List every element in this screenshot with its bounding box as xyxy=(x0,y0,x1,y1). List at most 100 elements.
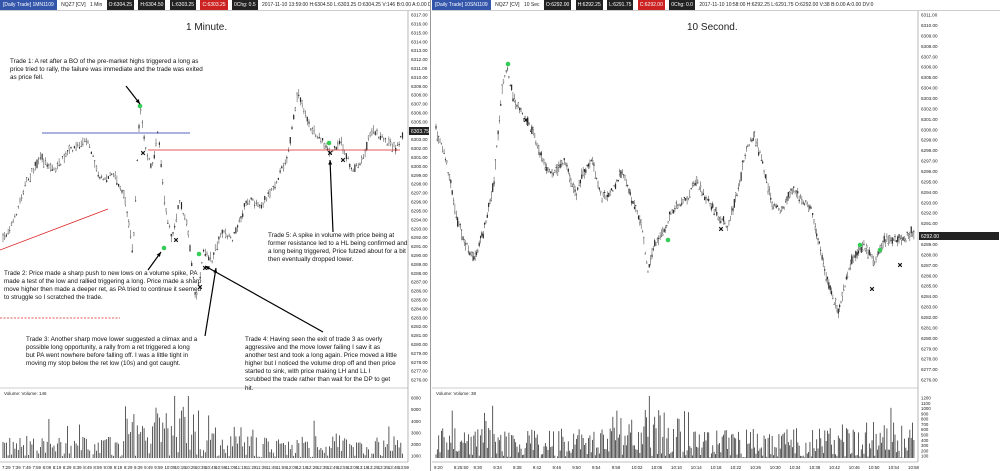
price-candle xyxy=(95,165,98,172)
volume-bar xyxy=(289,449,291,458)
volume-bar xyxy=(170,426,172,458)
volume-bar xyxy=(523,454,525,458)
volume-bar xyxy=(576,438,577,458)
price-candle xyxy=(821,252,823,261)
price-candle xyxy=(602,191,604,198)
volume-bar xyxy=(196,454,198,458)
price-tick-label: 6283.00 xyxy=(411,315,428,320)
time-tick-label: 9:46 xyxy=(553,465,562,470)
price-candle xyxy=(670,210,672,215)
price-candle xyxy=(708,195,710,203)
price-candle xyxy=(768,185,771,196)
volume-bar xyxy=(879,432,881,458)
last-price-tag xyxy=(919,232,999,240)
price-candle xyxy=(702,188,704,196)
price-candle xyxy=(641,229,644,233)
time-tick-label: 11:09 xyxy=(225,465,236,470)
price-chart-1min[interactable]: 6317.00 6316.00 6315.00 6314.00 6313.00 6312.… xyxy=(0,0,430,471)
price-candle xyxy=(678,203,680,206)
price-candle xyxy=(145,147,147,151)
volume-bar xyxy=(472,454,473,458)
price-candle xyxy=(172,231,174,237)
price-candle xyxy=(55,167,57,173)
price-candle xyxy=(709,202,711,207)
price-tick-label: 6301.00 xyxy=(411,155,428,160)
volume-bar xyxy=(48,418,50,458)
price-tick-label: 6311.00 xyxy=(411,66,428,71)
price-candle xyxy=(744,153,746,160)
price-candle xyxy=(884,238,887,247)
volume-bar xyxy=(505,436,507,458)
price-candle xyxy=(839,303,841,312)
price-candle xyxy=(443,148,445,155)
instrument-tag[interactable]: [Daily Trade] 10SN1109 xyxy=(432,0,491,10)
volume-bar xyxy=(638,432,639,458)
time-tick-label: 10:42 xyxy=(829,465,841,470)
price-candle xyxy=(775,203,777,209)
volume-bar xyxy=(470,436,472,458)
volume-bar xyxy=(697,447,699,458)
volume-bar xyxy=(598,453,600,458)
volume-bar xyxy=(580,449,581,458)
volume-bar xyxy=(261,457,262,458)
price-candle xyxy=(782,205,784,210)
price-candle xyxy=(579,179,582,188)
volume-bar xyxy=(281,443,283,458)
price-candle xyxy=(344,149,346,155)
price-candle xyxy=(903,236,906,242)
volume-bar xyxy=(732,433,734,458)
price-candle xyxy=(752,131,754,141)
open-value: O:6292.00 xyxy=(543,0,572,10)
price-candle xyxy=(606,191,609,202)
price-candle xyxy=(350,166,353,172)
price-candle xyxy=(517,102,519,109)
volume-bar xyxy=(113,455,114,458)
time-tick-label: 9:38 xyxy=(513,465,522,470)
price-candle xyxy=(759,150,761,153)
volume-bar xyxy=(482,442,484,458)
price-candle xyxy=(760,154,762,162)
price-candle xyxy=(637,215,640,221)
price-candle xyxy=(9,225,11,234)
volume-bar xyxy=(571,449,573,458)
volume-bar xyxy=(559,450,561,458)
volume-bar xyxy=(504,431,506,458)
price-tick-label: 6313.00 xyxy=(411,48,428,53)
price-candle xyxy=(797,187,799,199)
price-tick-label: 6284.00 xyxy=(921,294,938,299)
volume-bar xyxy=(519,444,521,458)
price-tick-label: 6297.00 xyxy=(411,191,428,196)
price-candle xyxy=(361,155,363,164)
chart-pane-10sec[interactable]: [Daily Trade] 10SN1109 NQZ7 [CV] 10 Sec … xyxy=(432,0,1000,471)
price-tick-label: 6283.00 xyxy=(921,305,938,310)
price-candle xyxy=(629,189,631,197)
volume-bar xyxy=(851,452,853,458)
price-candle xyxy=(179,199,181,204)
chart-pane-1min[interactable]: [Daily Trade] 1MN1109 NQZ7 [CV] 1 Min O:… xyxy=(0,0,431,471)
volume-bar xyxy=(693,431,695,458)
price-candle xyxy=(701,190,703,197)
volume-bar xyxy=(274,456,276,458)
price-candle xyxy=(830,287,833,296)
price-candle xyxy=(535,140,537,146)
volume-bar xyxy=(315,436,317,458)
price-tick-label: 6282.00 xyxy=(921,315,938,320)
price-candle xyxy=(832,294,834,300)
volume-bar xyxy=(400,442,402,458)
price-tick-label: 6302.00 xyxy=(411,146,428,151)
volume-bar xyxy=(820,438,822,458)
price-candle xyxy=(679,203,681,207)
volume-tick-label: 1000 xyxy=(411,454,421,459)
volume-bar xyxy=(503,455,504,458)
price-candle xyxy=(727,225,729,231)
price-candle xyxy=(486,212,488,219)
volume-bar xyxy=(729,455,731,458)
price-candle xyxy=(690,187,692,190)
volume-bar xyxy=(55,451,57,458)
price-chart-10sec[interactable]: 6311.00 6310.00 6309.00 6308.00 6307.00 6306.… xyxy=(432,0,1000,471)
instrument-tag[interactable]: [Daily Trade] 1MN1109 xyxy=(0,0,57,10)
volume-bar xyxy=(765,438,766,458)
volume-bar xyxy=(852,429,854,458)
price-candle xyxy=(798,195,800,204)
price-candle xyxy=(435,123,437,131)
